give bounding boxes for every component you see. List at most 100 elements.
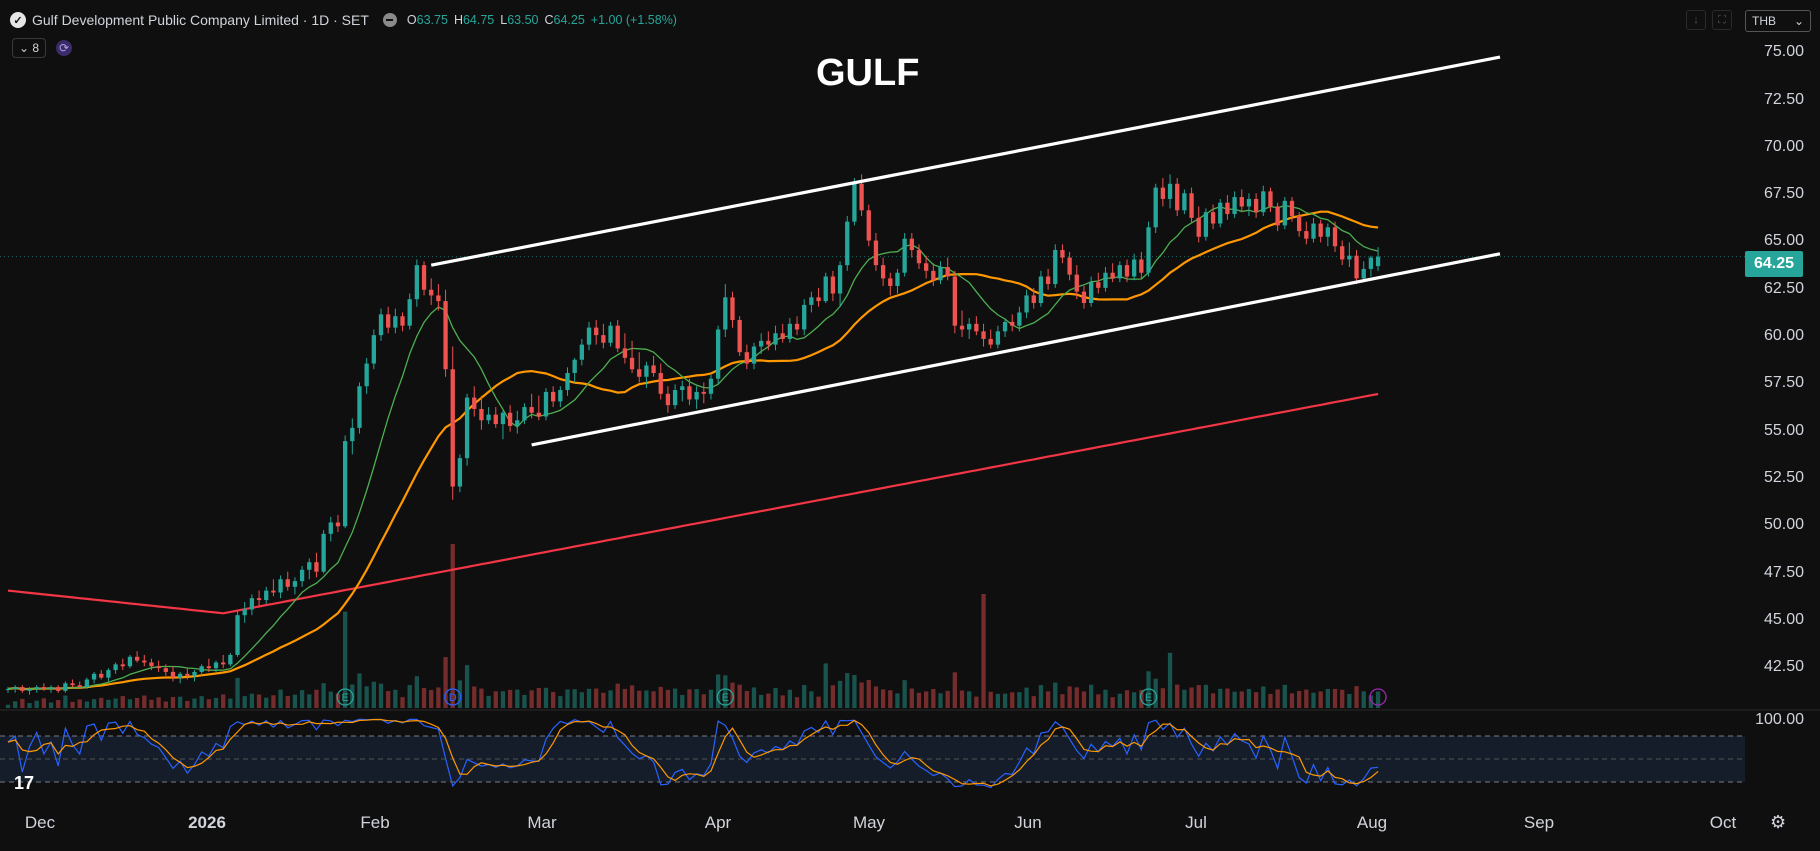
volume-bar bbox=[1340, 689, 1345, 708]
candle-body bbox=[938, 267, 943, 281]
candle-body bbox=[672, 390, 678, 406]
volume-bar bbox=[644, 690, 649, 708]
volume-bar bbox=[500, 691, 506, 708]
volume-bar bbox=[1332, 688, 1338, 708]
candle-body bbox=[1268, 191, 1273, 207]
volume-bar bbox=[543, 687, 549, 708]
check-circle-icon: ✓ bbox=[10, 12, 26, 28]
volume-bar bbox=[1182, 689, 1187, 708]
volume-bar bbox=[637, 690, 642, 708]
volume-bar bbox=[558, 696, 563, 708]
candle-body bbox=[536, 412, 541, 417]
volume-bar bbox=[708, 689, 714, 708]
candle-body bbox=[99, 673, 104, 678]
price-tick-label: 60.00 bbox=[1763, 327, 1804, 345]
volume-bar bbox=[859, 682, 864, 708]
candle-body bbox=[285, 579, 290, 587]
candle-body bbox=[845, 221, 850, 266]
volume-bar bbox=[1103, 689, 1108, 708]
volume-bar bbox=[371, 681, 376, 708]
volume-bar bbox=[185, 700, 190, 708]
volume-bar bbox=[823, 663, 828, 708]
time-tick-label: Dec bbox=[24, 813, 56, 832]
time-tick-label: May bbox=[852, 813, 886, 832]
volume-bar bbox=[816, 696, 821, 708]
candle-body bbox=[1038, 276, 1044, 303]
volume-bar bbox=[56, 700, 61, 708]
volume-bar bbox=[1060, 694, 1065, 708]
candle-body bbox=[981, 331, 986, 339]
candle-body bbox=[1010, 321, 1015, 326]
candle-body bbox=[823, 276, 828, 302]
candle-body bbox=[149, 662, 154, 667]
candle-body bbox=[701, 391, 706, 394]
volume-bar bbox=[1225, 688, 1230, 708]
candle-body bbox=[974, 323, 979, 332]
time-tick-label: Sep bbox=[1523, 813, 1555, 832]
volume-bar bbox=[866, 680, 871, 708]
candle-body bbox=[787, 323, 793, 339]
candle-body bbox=[342, 441, 348, 527]
candle-body bbox=[529, 407, 534, 413]
hide-icon[interactable] bbox=[382, 13, 397, 27]
volume-bar bbox=[328, 691, 333, 708]
candle-body bbox=[594, 327, 599, 336]
download-icon[interactable]: ↓ bbox=[1686, 10, 1706, 30]
stoch-d-line bbox=[7, 718, 1379, 787]
volume-bar bbox=[1239, 691, 1244, 708]
event-marker-icon bbox=[336, 688, 354, 706]
fullscreen-icon[interactable]: ⛶ bbox=[1712, 10, 1732, 30]
volume-bar bbox=[680, 694, 685, 708]
candle-body bbox=[414, 265, 420, 300]
candle-body bbox=[1304, 231, 1309, 239]
price-tick-label: 42.50 bbox=[1763, 658, 1804, 676]
price-tick-label: 55.00 bbox=[1763, 421, 1804, 439]
candle-body bbox=[744, 352, 749, 364]
volume-bar bbox=[873, 686, 879, 708]
currency-select[interactable]: THB ⌄ bbox=[1745, 10, 1811, 32]
volume-bar bbox=[393, 689, 398, 708]
volume-bar bbox=[507, 689, 513, 708]
candle-body bbox=[522, 407, 527, 421]
settings-gear-icon[interactable]: ⚙ bbox=[1770, 812, 1787, 832]
time-tick-label: Jul bbox=[1185, 813, 1207, 832]
oscillator-axis-label: 100.00 bbox=[1755, 711, 1804, 728]
candle-body bbox=[1132, 259, 1137, 277]
volume-bar bbox=[1053, 682, 1058, 708]
volume-bar bbox=[773, 687, 778, 708]
volume-bar bbox=[916, 692, 922, 708]
candle-body bbox=[615, 325, 620, 349]
candle-body bbox=[77, 685, 82, 688]
volume-bar bbox=[837, 680, 843, 708]
channel-lower-line bbox=[531, 252, 1501, 447]
symbol-title[interactable]: Gulf Development Public Company Limited … bbox=[32, 12, 369, 28]
candle-body bbox=[1153, 187, 1158, 228]
candle-body bbox=[63, 683, 68, 691]
event-marker-icon bbox=[1139, 688, 1158, 706]
volume-bar bbox=[378, 683, 384, 708]
candle-body bbox=[178, 673, 183, 678]
candle-body bbox=[995, 331, 1001, 345]
volume-bar bbox=[1074, 687, 1079, 708]
sync-icon[interactable]: ⟳ bbox=[56, 40, 73, 56]
volume-bar bbox=[938, 693, 943, 708]
volume-bar bbox=[364, 686, 369, 708]
candle-body bbox=[543, 391, 549, 417]
candle-body bbox=[134, 656, 140, 661]
candle-body bbox=[228, 654, 233, 665]
candle-body bbox=[802, 304, 807, 330]
volume-bar bbox=[1160, 688, 1166, 708]
candle-body bbox=[5, 688, 11, 690]
candle-body bbox=[242, 609, 247, 616]
volume-bar bbox=[134, 697, 140, 708]
time-tick-label: 2026 bbox=[188, 813, 226, 832]
volume-bar bbox=[235, 677, 240, 708]
candle-body bbox=[1182, 193, 1187, 211]
candle-body bbox=[1088, 282, 1094, 303]
volume-bar bbox=[1289, 693, 1295, 708]
indicators-toggle-button[interactable]: ⌄ 8 bbox=[12, 38, 47, 58]
price-tick-label: 52.50 bbox=[1763, 468, 1804, 486]
candle-body bbox=[192, 671, 197, 676]
tradingview-logo-icon: 17 bbox=[14, 773, 35, 793]
